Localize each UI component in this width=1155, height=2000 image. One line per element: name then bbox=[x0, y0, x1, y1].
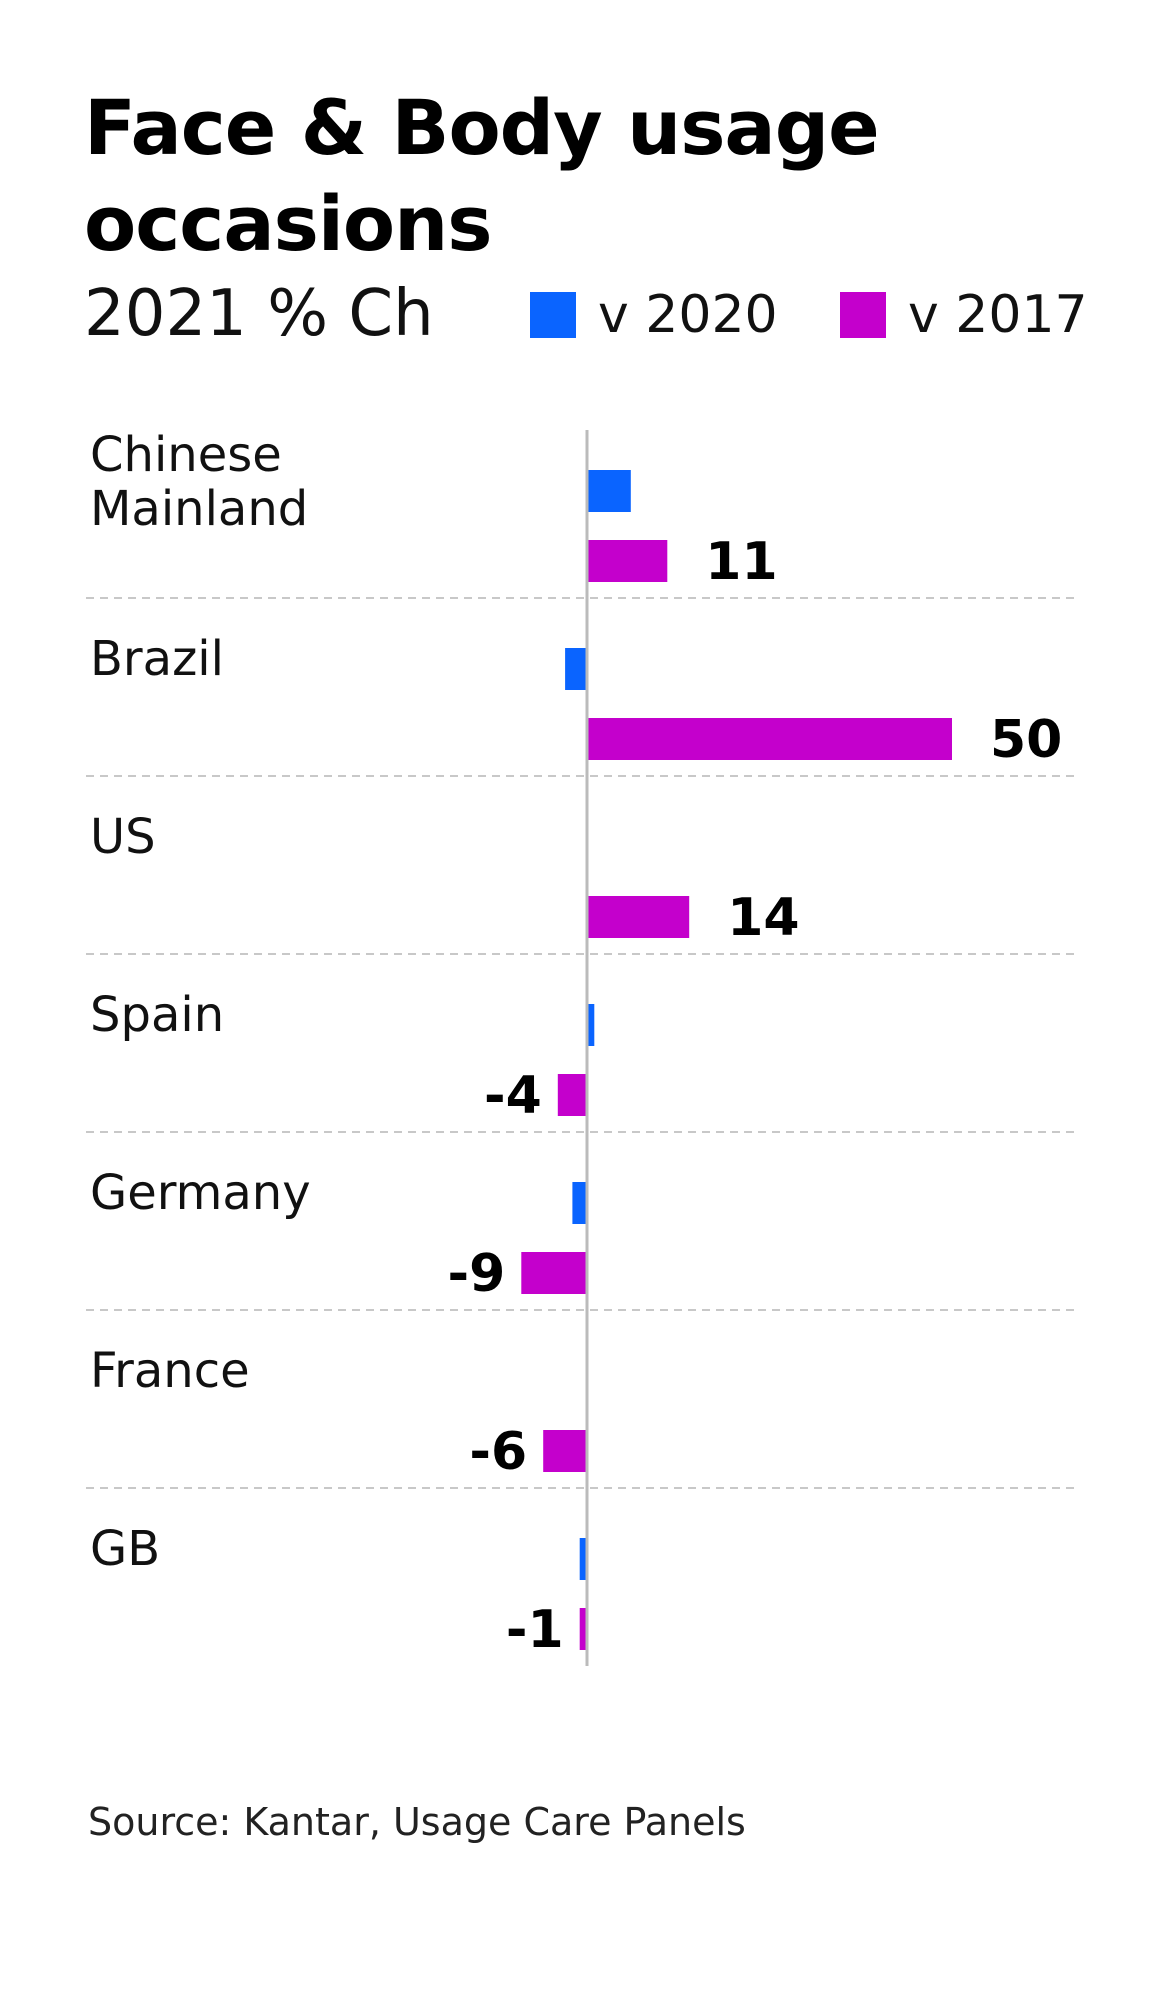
chart-title: Face & Body usage occasions bbox=[84, 83, 880, 268]
legend-swatch-v2020 bbox=[530, 292, 576, 338]
bar-v2017 bbox=[557, 1074, 587, 1116]
legend-swatch-v2017 bbox=[840, 292, 886, 338]
data-label: -6 bbox=[469, 1422, 527, 1482]
category-label: Brazil bbox=[90, 631, 224, 687]
data-label: -9 bbox=[448, 1244, 506, 1304]
legend-item-v2017: v 2017 bbox=[840, 285, 1088, 345]
bar-v2020 bbox=[572, 1182, 587, 1224]
bar-v2017 bbox=[521, 1252, 587, 1294]
bar-v2017 bbox=[587, 896, 690, 938]
legend-item-v2020: v 2020 bbox=[530, 285, 778, 345]
data-label: -1 bbox=[506, 1600, 564, 1660]
chart-subtitle: 2021 % Ch bbox=[84, 277, 434, 351]
data-label: -4 bbox=[484, 1066, 542, 1126]
bar-v2017 bbox=[587, 540, 668, 582]
category-label: GB bbox=[90, 1521, 160, 1577]
bar-v2020 bbox=[587, 470, 631, 512]
category-label: Chinese bbox=[90, 427, 282, 483]
legend-label-v2020: v 2020 bbox=[598, 285, 778, 345]
bar-v2017 bbox=[543, 1430, 587, 1472]
source-note: Source: Kantar, Usage Care Panels bbox=[88, 1800, 746, 1844]
data-label: 11 bbox=[705, 532, 777, 592]
category-label: France bbox=[90, 1343, 250, 1399]
category-label: Spain bbox=[90, 987, 224, 1043]
category-label: US bbox=[90, 809, 156, 865]
legend-label-v2017: v 2017 bbox=[908, 285, 1088, 345]
bar-v2020 bbox=[587, 1004, 595, 1046]
category-label: Mainland bbox=[90, 481, 308, 537]
bar-v2017 bbox=[587, 718, 952, 760]
data-label: 50 bbox=[990, 710, 1062, 770]
category-label: Germany bbox=[90, 1165, 311, 1221]
bar-v2020 bbox=[565, 648, 587, 690]
bar-v2020 bbox=[579, 1538, 587, 1580]
data-label: 14 bbox=[727, 888, 799, 948]
bar-v2017 bbox=[579, 1608, 587, 1650]
